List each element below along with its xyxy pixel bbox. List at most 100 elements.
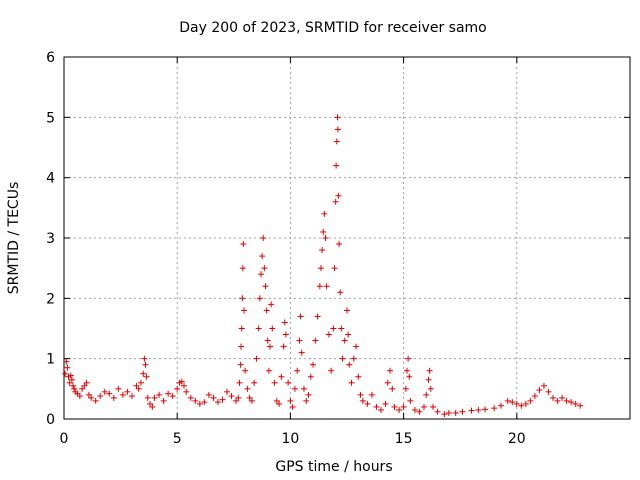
data-point — [531, 393, 538, 400]
data-point — [135, 385, 142, 392]
x-tick-label: 0 — [60, 431, 69, 447]
data-point — [285, 379, 292, 386]
data-point — [289, 403, 296, 410]
data-point — [92, 397, 99, 404]
data-point — [296, 337, 303, 344]
data-point — [332, 198, 339, 205]
data-point — [239, 295, 246, 302]
data-point — [482, 406, 489, 413]
data-point — [527, 397, 534, 404]
data-point — [160, 397, 167, 404]
data-point — [384, 379, 391, 386]
data-point — [314, 313, 321, 320]
data-point — [76, 393, 83, 400]
data-point — [239, 265, 246, 272]
data-point — [396, 406, 403, 413]
data-point — [233, 397, 240, 404]
data-point — [133, 382, 140, 389]
data-point — [387, 367, 394, 374]
y-tick-label: 2 — [46, 291, 55, 307]
data-point — [350, 355, 357, 362]
data-point — [339, 355, 346, 362]
data-point — [518, 402, 525, 409]
data-point — [101, 388, 108, 395]
data-point — [235, 394, 242, 401]
data-point — [491, 405, 498, 412]
data-point — [509, 399, 516, 406]
data-point — [355, 373, 362, 380]
data-point — [312, 337, 319, 344]
data-point — [259, 253, 266, 260]
data-point — [143, 373, 150, 380]
data-point — [536, 387, 543, 394]
data-point — [128, 393, 135, 400]
data-point — [321, 210, 328, 217]
data-point — [540, 382, 547, 389]
data-point — [64, 364, 71, 371]
data-point — [140, 370, 147, 377]
data-point — [316, 283, 323, 290]
data-point — [468, 407, 475, 414]
data-point — [124, 388, 131, 395]
data-point — [406, 373, 413, 380]
data-point — [70, 382, 77, 389]
data-point — [264, 337, 271, 344]
data-point — [445, 409, 452, 416]
data-point — [298, 349, 305, 356]
data-point — [106, 390, 113, 397]
data-point — [389, 385, 396, 392]
data-point — [267, 343, 274, 350]
y-tick-label: 5 — [46, 110, 55, 126]
y-tick-label: 3 — [46, 231, 55, 247]
y-tick-label: 4 — [46, 171, 55, 187]
data-point — [174, 385, 181, 392]
data-point — [407, 397, 414, 404]
data-point — [459, 408, 466, 415]
data-point — [568, 399, 575, 406]
data-point — [97, 393, 104, 400]
data-point — [238, 343, 245, 350]
y-tick-label: 6 — [46, 50, 55, 66]
data-point — [205, 391, 212, 398]
data-point — [141, 355, 148, 362]
data-point — [219, 396, 226, 403]
data-point — [142, 361, 149, 368]
data-point — [263, 307, 270, 314]
data-point — [337, 289, 344, 296]
data-point — [577, 402, 584, 409]
data-point — [305, 391, 312, 398]
x-axis-label: GPS time / hours — [275, 459, 392, 475]
x-tick-label: 20 — [508, 431, 526, 447]
data-point — [391, 403, 398, 410]
chart-title: Day 200 of 2023, SRMTID for receiver sam… — [179, 20, 487, 36]
data-point — [441, 411, 448, 418]
data-point — [291, 385, 298, 392]
data-point — [377, 406, 384, 413]
data-point — [281, 319, 288, 326]
y-tick-label: 0 — [46, 412, 55, 428]
data-point — [359, 397, 366, 404]
data-point — [137, 379, 144, 386]
data-point — [382, 400, 389, 407]
data-point — [265, 367, 272, 374]
data-point — [63, 358, 70, 365]
points-layer — [62, 114, 584, 418]
data-point — [320, 228, 327, 235]
data-point — [550, 394, 557, 401]
data-point — [280, 343, 287, 350]
data-point — [300, 385, 307, 392]
data-point — [165, 390, 172, 397]
data-point — [325, 331, 332, 338]
data-point — [246, 394, 253, 401]
data-point — [430, 403, 437, 410]
data-point — [336, 241, 343, 248]
data-point — [151, 394, 158, 401]
plot-frame — [63, 56, 631, 420]
data-point — [317, 265, 324, 272]
data-point — [338, 325, 345, 332]
data-point — [497, 402, 504, 409]
data-point — [257, 271, 264, 278]
data-point — [268, 301, 275, 308]
y-tick-label: 1 — [46, 352, 55, 368]
